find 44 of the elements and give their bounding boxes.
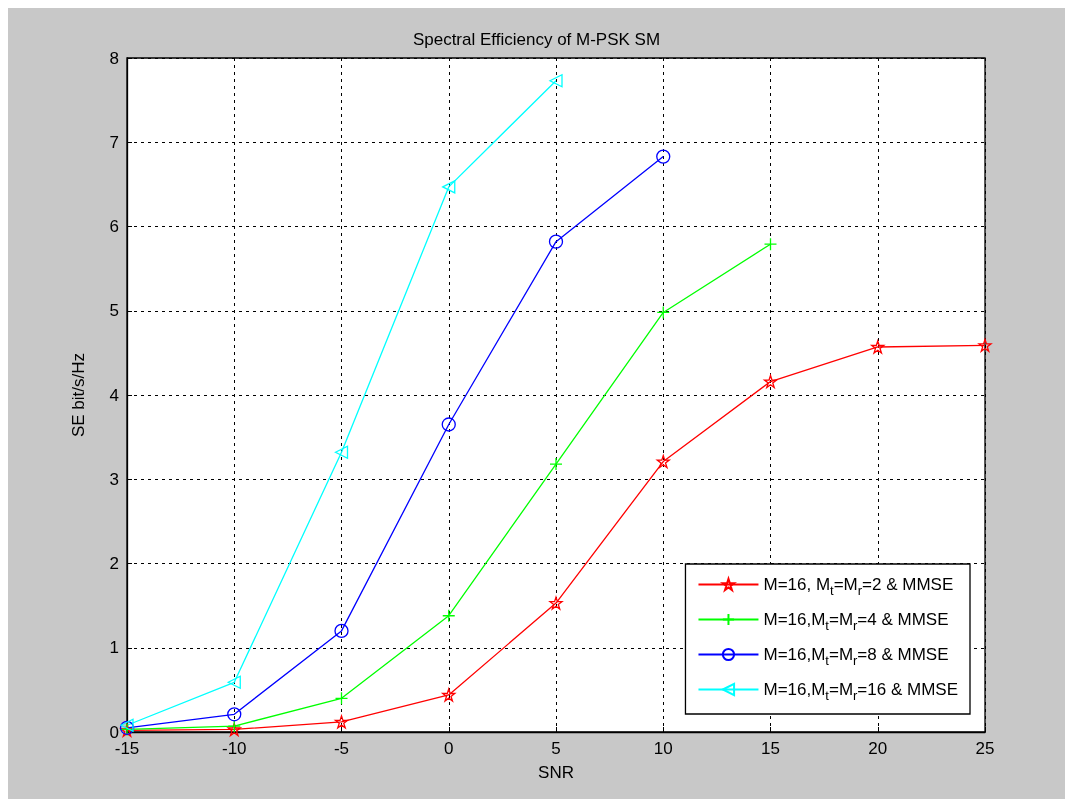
y-tick-label: 0 xyxy=(109,722,119,742)
point xyxy=(227,675,241,689)
x-tick-label: 15 xyxy=(761,739,780,758)
y-tick-label: 7 xyxy=(109,132,119,152)
x-tick-label: 10 xyxy=(653,739,673,758)
point xyxy=(549,596,563,610)
y-tick-label: 6 xyxy=(109,217,119,236)
y-axis-title: SE bit/s/Hz xyxy=(69,352,88,438)
point xyxy=(763,374,778,389)
point xyxy=(871,340,885,354)
y-tick-label: 3 xyxy=(109,469,119,489)
x-tick-label: -15 xyxy=(114,739,140,758)
point xyxy=(227,722,241,737)
point xyxy=(442,688,456,702)
y-tick-label: 4 xyxy=(109,385,119,405)
point xyxy=(656,305,670,320)
point xyxy=(763,237,778,251)
point xyxy=(442,180,456,194)
point xyxy=(227,707,242,722)
point xyxy=(334,691,349,705)
chart-title: Spectral Efficiency of M-PSK SM xyxy=(412,30,661,49)
point xyxy=(548,234,564,249)
point xyxy=(442,609,456,623)
point xyxy=(334,715,349,729)
y-tick-label: 1 xyxy=(109,638,119,658)
x-tick-label: -5 xyxy=(333,739,350,758)
x-axis-title: SNR xyxy=(538,763,574,782)
point xyxy=(656,454,670,469)
point xyxy=(549,74,563,88)
x-tick-label: -10 xyxy=(221,739,247,758)
x-tick-label: 25 xyxy=(975,739,995,758)
y-tick-label: 5 xyxy=(109,301,119,321)
point xyxy=(656,149,671,164)
point xyxy=(334,623,349,639)
x-tick-label: 0 xyxy=(444,739,454,758)
y-tick-label: 8 xyxy=(109,48,119,68)
point xyxy=(978,338,992,352)
x-tick-label: 20 xyxy=(868,739,888,758)
point xyxy=(227,719,241,733)
x-tick-label: 5 xyxy=(551,739,561,758)
point xyxy=(441,417,456,432)
point xyxy=(334,445,349,459)
y-tick-label: 2 xyxy=(109,554,119,573)
point xyxy=(549,457,563,471)
